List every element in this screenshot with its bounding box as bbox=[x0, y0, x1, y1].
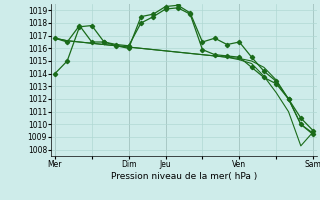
X-axis label: Pression niveau de la mer( hPa ): Pression niveau de la mer( hPa ) bbox=[111, 172, 257, 181]
